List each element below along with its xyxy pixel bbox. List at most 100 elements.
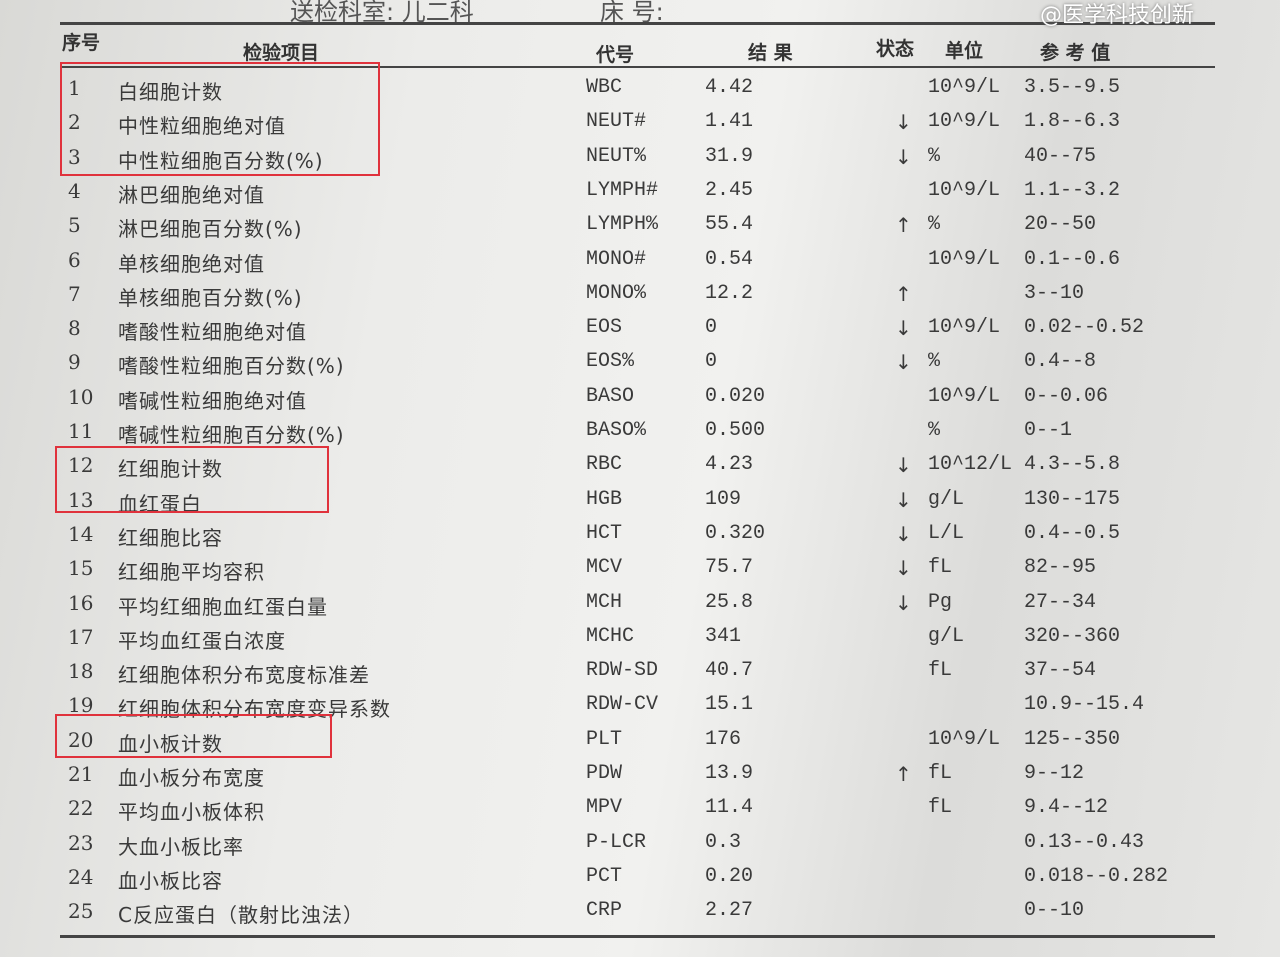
cell-name: 中性粒细胞绝对值 bbox=[118, 114, 286, 139]
cell-n: 23 bbox=[68, 830, 94, 855]
cell-ref: 125--350 bbox=[1024, 727, 1121, 751]
cell-n: 11 bbox=[68, 419, 94, 443]
table-row: 3 中性粒细胞百分数(%) NEUT% 31.9 ↓% 40--75 bbox=[0, 145, 1280, 179]
cell-ref: 37--54 bbox=[1024, 659, 1097, 683]
cell-n: 17 bbox=[68, 624, 94, 649]
cell-name: 红细胞体积分布宽度标准差 bbox=[118, 663, 370, 688]
cell-unit: 10^9/L bbox=[928, 316, 1001, 340]
cell-name: 血小板比容 bbox=[118, 868, 223, 893]
cell-name: 红细胞体积分布宽度变异系数 bbox=[118, 697, 391, 722]
table-row: 18 红细胞体积分布宽度标准差 RDW-SD 40.7 fL 37--54 bbox=[0, 659, 1280, 693]
cell-unit: % bbox=[928, 144, 941, 168]
cell-code: CRP bbox=[586, 899, 623, 923]
cell-name: 白细胞计数 bbox=[118, 80, 223, 104]
table-row: 20 血小板计数 PLT 176 10^9/L 125--350 bbox=[0, 728, 1280, 762]
cell-status: ↑ bbox=[895, 281, 912, 306]
cell-unit: % bbox=[928, 419, 941, 442]
cell-unit: 10^9/L bbox=[928, 247, 1001, 271]
dept-field: 送检科室: 儿二科 bbox=[290, 0, 474, 26]
cell-n: 14 bbox=[68, 521, 94, 546]
cell-status: ↓ bbox=[895, 316, 912, 341]
col-item: 检验项目 bbox=[243, 42, 320, 64]
cell-code: NEUT% bbox=[586, 144, 647, 168]
cell-ref: 9.4--12 bbox=[1024, 796, 1109, 820]
watermark: @医学科技创新 bbox=[1040, 3, 1195, 28]
table-row: 17 平均血红蛋白浓度 MCHC 341 g/L 320--360 bbox=[0, 625, 1280, 659]
top-divider bbox=[60, 22, 1215, 25]
col-code: 代号 bbox=[596, 44, 635, 66]
cell-status: ↓ bbox=[895, 521, 912, 546]
cell-result: 2.45 bbox=[705, 178, 754, 202]
cell-n: 2 bbox=[68, 110, 81, 135]
cell-unit: % bbox=[928, 213, 941, 237]
cell-ref: 3--10 bbox=[1024, 281, 1085, 305]
cell-unit: L/L bbox=[928, 521, 965, 545]
cell-code: MONO% bbox=[586, 281, 647, 305]
cell-status: ↓ bbox=[895, 350, 912, 375]
cell-unit: 10^9/L bbox=[928, 384, 1001, 408]
table-row: 19 红细胞体积分布宽度变异系数 RDW-CV 15.1 10.9--15.4 bbox=[0, 693, 1280, 727]
cell-name: 单核细胞绝对值 bbox=[118, 251, 265, 276]
table-row: 7 单核细胞百分数(%) MONO% 12.2 ↑ 3--10 bbox=[0, 282, 1280, 316]
cell-unit: fL bbox=[928, 762, 953, 785]
cell-ref: 0.018--0.282 bbox=[1024, 864, 1169, 888]
cell-unit: 10^9/L bbox=[928, 76, 1001, 99]
cell-ref: 0.4--8 bbox=[1024, 350, 1097, 374]
cell-result: 15.1 bbox=[705, 693, 754, 717]
col-status: 状态 bbox=[876, 38, 915, 60]
cell-status: ↓ bbox=[895, 590, 912, 615]
cell-unit: fL bbox=[928, 659, 953, 683]
cell-result: 0.3 bbox=[705, 830, 742, 854]
cell-result: 25.8 bbox=[705, 590, 754, 614]
cell-ref: 0.1--0.6 bbox=[1024, 247, 1121, 271]
cell-result: 1.41 bbox=[705, 110, 754, 134]
cell-code: PLT bbox=[586, 727, 623, 751]
cell-result: 13.9 bbox=[705, 762, 754, 785]
cell-unit: % bbox=[928, 350, 941, 374]
cell-unit: Pg bbox=[928, 590, 953, 614]
cell-code: RDW-SD bbox=[586, 659, 659, 683]
cell-result: 0 bbox=[705, 316, 718, 340]
cell-code: RBC bbox=[586, 453, 623, 477]
cell-unit: g/L bbox=[928, 487, 965, 511]
cell-n: 12 bbox=[68, 453, 94, 478]
cell-code: MONO# bbox=[586, 247, 647, 271]
cell-n: 9 bbox=[68, 350, 81, 375]
cell-unit: 10^9/L bbox=[928, 178, 1001, 202]
cell-unit: 10^12/L bbox=[928, 453, 1013, 477]
cell-code: MCHC bbox=[586, 624, 635, 648]
cell-code: NEUT# bbox=[586, 110, 647, 134]
cell-result: 176 bbox=[705, 727, 742, 751]
table-row: 24 血小板比容 PCT 0.20 0.018--0.282 bbox=[0, 865, 1280, 899]
cell-result: 55.4 bbox=[705, 213, 754, 237]
cell-n: 13 bbox=[68, 487, 94, 512]
cell-status: ↑ bbox=[895, 213, 912, 238]
cell-code: MCH bbox=[586, 590, 623, 614]
cell-code: BASO bbox=[586, 384, 635, 408]
cell-ref: 20--50 bbox=[1024, 213, 1097, 237]
cell-code: HCT bbox=[586, 521, 623, 545]
cell-name: 嗜酸性粒细胞绝对值 bbox=[118, 320, 307, 345]
cell-code: EOS% bbox=[586, 350, 635, 374]
cell-ref: 27--34 bbox=[1024, 590, 1097, 614]
table-row: 11 嗜碱性粒细胞百分数(%) BASO% 0.500% 0--1 bbox=[0, 419, 1280, 453]
cell-code: RDW-CV bbox=[586, 693, 659, 717]
cell-n: 21 bbox=[68, 762, 94, 786]
table-row: 6 单核细胞绝对值 MONO# 0.54 10^9/L 0.1--0.6 bbox=[0, 248, 1280, 282]
highlight-box-wbc bbox=[60, 62, 380, 176]
cell-ref: 1.1--3.2 bbox=[1024, 178, 1121, 202]
table-row: 9 嗜酸性粒细胞百分数(%) EOS% 0 ↓% 0.4--8 bbox=[0, 350, 1280, 384]
table-row: 12 红细胞计数 RBC 4.23 ↓ 10^12/L 4.3--5.8 bbox=[0, 453, 1280, 487]
cell-name: 嗜碱性粒细胞百分数(%) bbox=[118, 423, 345, 447]
col-unit: 单位 bbox=[945, 40, 984, 62]
cell-n: 19 bbox=[68, 693, 94, 718]
cell-status: ↓ bbox=[895, 453, 912, 478]
cell-ref: 130--175 bbox=[1024, 487, 1121, 511]
cell-ref: 0--0.06 bbox=[1024, 384, 1109, 408]
cell-name: C反应蛋白（散射比浊法） bbox=[118, 903, 364, 928]
table-row: 2 中性粒细胞绝对值 NEUT# 1.41 ↓ 10^9/L 1.8--6.3 bbox=[0, 110, 1280, 144]
cell-status: ↑ bbox=[895, 762, 912, 786]
cell-code: EOS bbox=[586, 316, 623, 340]
cell-name: 平均血红蛋白浓度 bbox=[118, 628, 286, 653]
cell-result: 40.7 bbox=[705, 659, 754, 683]
